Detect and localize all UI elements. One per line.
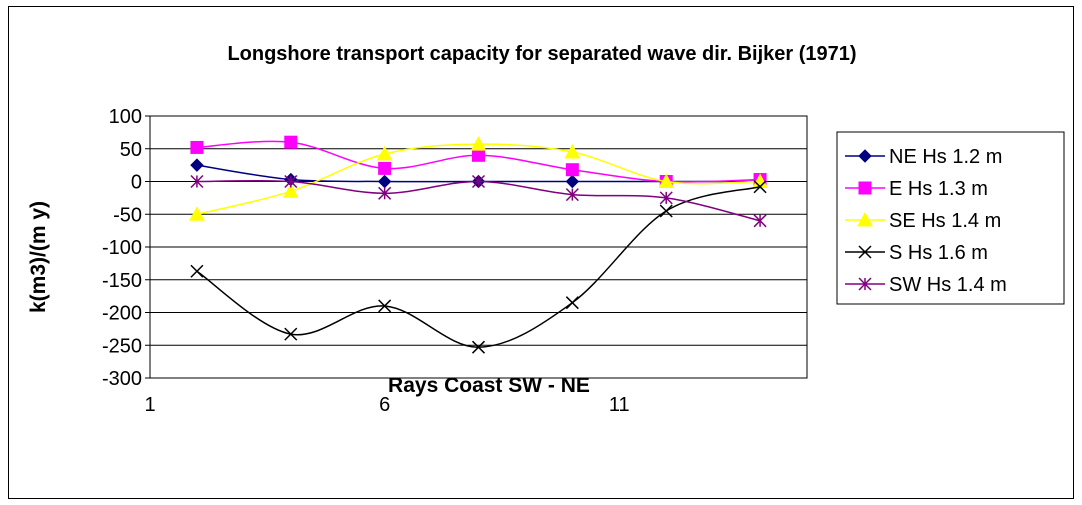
legend-marker xyxy=(858,149,872,163)
y-tick-label: -150 xyxy=(102,270,142,292)
data-point xyxy=(472,148,485,162)
data-point xyxy=(378,186,392,200)
data-point xyxy=(565,174,580,189)
data-point xyxy=(565,296,579,310)
data-point xyxy=(565,163,579,177)
data-point xyxy=(190,264,204,278)
y-tick-label: 50 xyxy=(120,139,142,161)
data-point xyxy=(471,340,486,354)
y-tick-label: -300 xyxy=(102,368,142,390)
legend-label: S Hs 1.6 m xyxy=(889,242,988,264)
y-tick-label: -250 xyxy=(102,335,142,357)
chart-title: Longshore transport capacity for separat… xyxy=(227,43,856,65)
legend-marker xyxy=(858,277,872,291)
y-tick-label: -200 xyxy=(102,303,142,325)
data-point xyxy=(471,174,486,189)
data-point xyxy=(282,183,299,198)
legend-label: SE Hs 1.4 m xyxy=(889,210,1001,232)
y-axis-title: k(m3)/(m y) xyxy=(27,201,50,313)
data-point xyxy=(378,161,392,175)
legend-label: SW Hs 1.4 m xyxy=(889,274,1007,296)
data-point xyxy=(659,191,673,205)
legend-box xyxy=(836,131,1065,305)
data-point xyxy=(189,206,205,221)
y-tick-label: 0 xyxy=(131,172,142,194)
legend-label: E Hs 1.3 m xyxy=(889,178,988,200)
data-point xyxy=(753,180,767,194)
y-tick-label: -50 xyxy=(113,204,142,226)
data-point xyxy=(190,174,204,189)
y-tick-label: 100 xyxy=(109,106,142,128)
data-point xyxy=(284,174,298,189)
legend-label: NE Hs 1.2 m xyxy=(889,146,1002,168)
x-axis-title: Rays Coast SW - NE xyxy=(388,374,590,397)
data-point xyxy=(190,140,204,154)
legend-marker xyxy=(858,245,872,259)
legend: NE Hs 1.2 m E Hs 1.3 m SE Hs 1.4 m S Hs 1.6… xyxy=(836,131,1065,305)
data-point xyxy=(378,299,392,313)
y-tick-label: -100 xyxy=(102,237,142,259)
data-point xyxy=(284,327,298,341)
data-point xyxy=(753,214,767,228)
chart-svg: Longshore transport capacity for separat… xyxy=(27,43,1065,416)
data-point xyxy=(658,173,675,188)
x-tick-label: 1 xyxy=(144,394,155,416)
data-point xyxy=(564,143,581,159)
data-point xyxy=(659,204,673,218)
chart-frame: Longshore transport capacity for separat… xyxy=(8,6,1074,499)
data-point xyxy=(284,135,298,149)
data-point xyxy=(565,188,579,202)
legend-marker xyxy=(857,211,873,227)
x-tick-label: 11 xyxy=(609,394,630,416)
data-point xyxy=(190,158,204,172)
data-point xyxy=(470,136,487,151)
data-point xyxy=(376,145,393,161)
legend-marker xyxy=(858,181,872,195)
x-tick-label: 6 xyxy=(379,394,390,416)
